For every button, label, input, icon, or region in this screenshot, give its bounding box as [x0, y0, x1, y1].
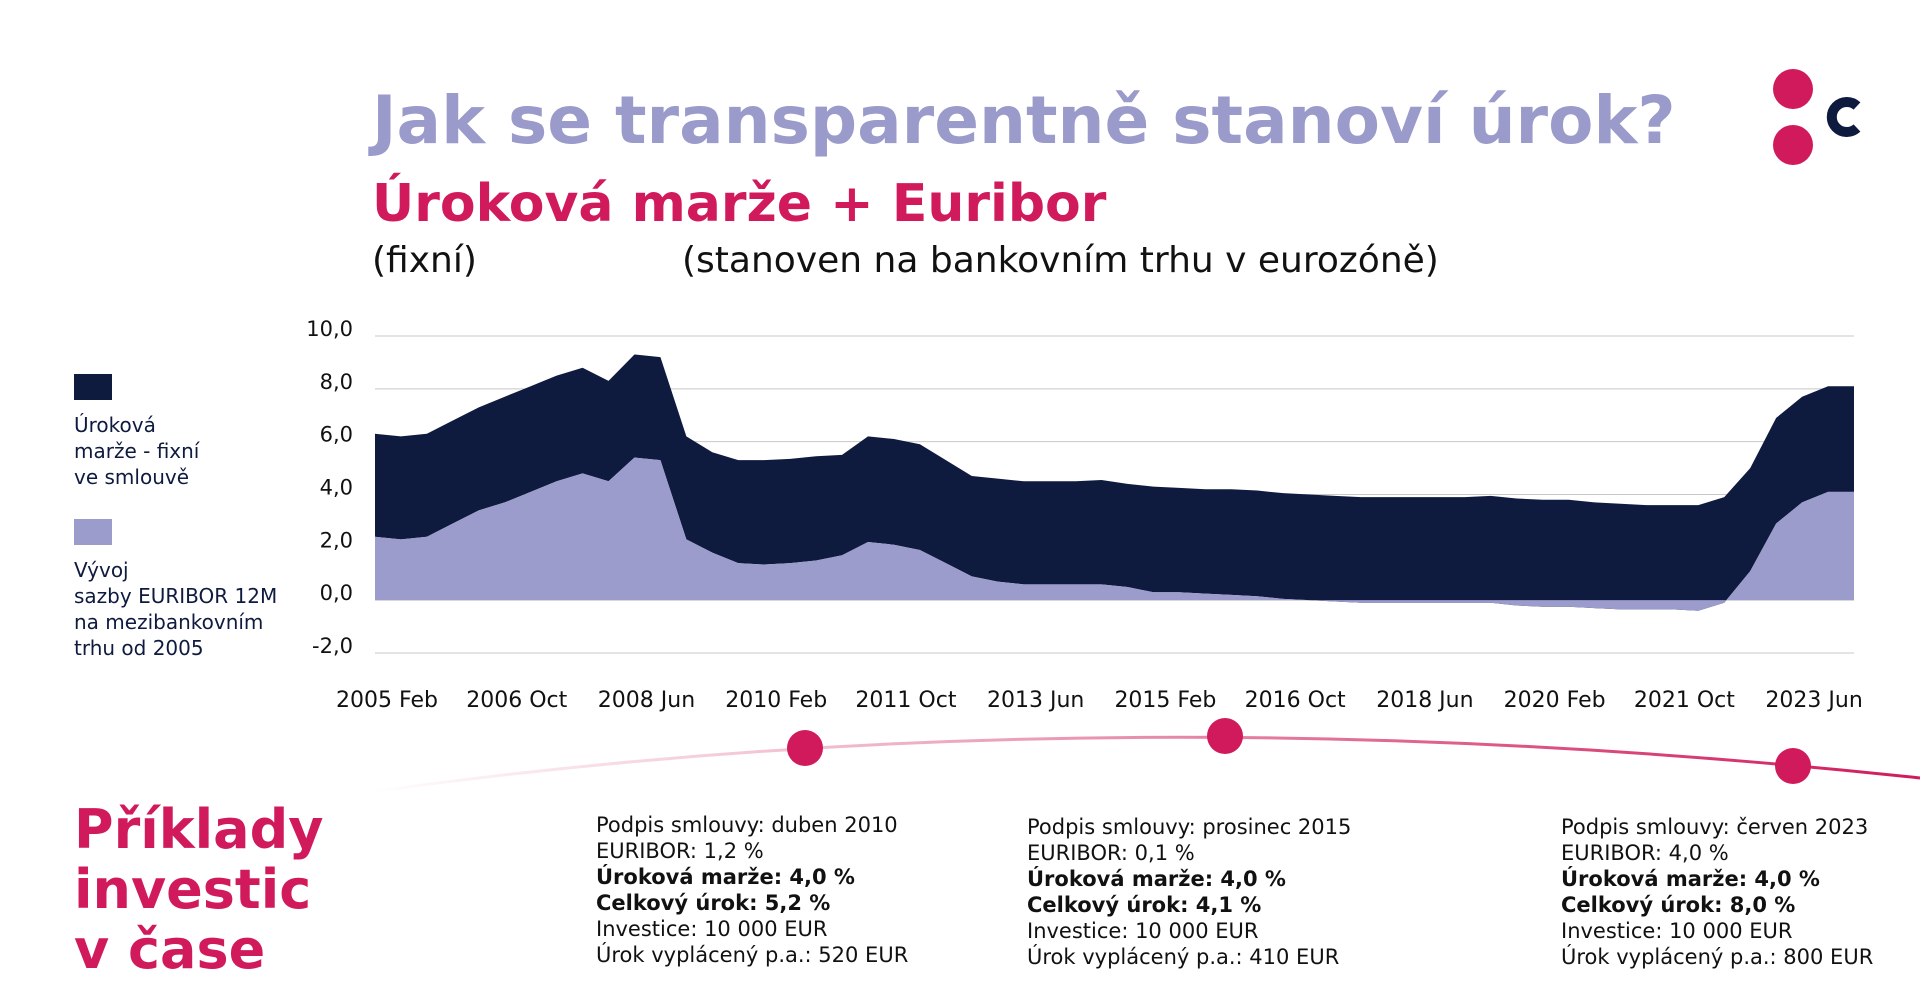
example-line: Podpis smlouvy: červen 2023: [1561, 815, 1869, 839]
x-tick-label: 2006 Oct: [466, 688, 567, 713]
legend-swatch: [74, 374, 112, 400]
timeline-curve: [369, 735, 1920, 794]
y-tick-label: 4,0: [320, 476, 353, 500]
example-line: Celkový úrok: 4,1 %: [1027, 893, 1262, 917]
area: [375, 457, 1854, 611]
x-tick-label: 2013 Jun: [987, 688, 1084, 713]
example: Podpis smlouvy: duben 2010 EURIBOR: 1,2 %…: [596, 812, 908, 968]
example-line: Úrok vyplácený p.a.: 520 EUR: [596, 943, 909, 967]
y-tick-label: 2,0: [320, 528, 353, 552]
x-tick-label: 2018 Jun: [1376, 688, 1473, 713]
example-line: Podpis smlouvy: prosinec 2015: [1027, 815, 1352, 839]
plot-area: -2,0 0,0 2,0 4,0 6,0 8,0 10,0: [306, 317, 1854, 658]
chart-subtitle: Úroková marže + Euribor: [372, 174, 1107, 234]
annotation: (stanoven na bankovním trhu v eurozóně): [682, 240, 1439, 281]
example-line: EURIBOR: 0,1 %: [1027, 841, 1195, 865]
x-tick-label: 2011 Oct: [855, 688, 956, 713]
example-line: Celkový úrok: 5,2 %: [596, 891, 831, 915]
x-tick-label: 2020 Feb: [1504, 688, 1606, 713]
example-line: Úroková marže: 4,0 %: [1561, 867, 1820, 891]
timeline-dot: [1207, 718, 1243, 754]
legend-swatch: [74, 519, 112, 545]
example-line: EURIBOR: 4,0 %: [1561, 841, 1729, 865]
x-tick-label: 2016 Oct: [1245, 688, 1346, 713]
logo-dot: [1773, 125, 1813, 165]
example-line: Podpis smlouvy: duben 2010: [596, 813, 898, 837]
area: [375, 354, 1854, 611]
annotation: (fixní): [372, 240, 477, 281]
chart-title: Jak se transparentně stanoví úrok?: [372, 82, 1676, 159]
x-tick-label: 2023 Jun: [1765, 688, 1862, 713]
examples-title: Příklady investic v čase: [74, 798, 324, 981]
timeline-dot: [787, 730, 823, 766]
x-tick-label: 2005 Feb: [336, 688, 438, 713]
y-tick-label: 6,0: [320, 423, 353, 447]
x-tick-label: 2010 Feb: [725, 688, 827, 713]
y-tick-label: -2,0: [312, 634, 353, 658]
x-tick-label: 2015 Feb: [1114, 688, 1216, 713]
logo-letter: [1826, 97, 1861, 137]
y-tick-label: 8,0: [320, 370, 353, 394]
example-line: EURIBOR: 1,2 %: [596, 839, 764, 863]
example-line: Investice: 10 000 EUR: [1561, 919, 1793, 943]
x-tick-label: 2021 Oct: [1634, 688, 1735, 713]
example: Podpis smlouvy: prosinec 2015 EURIBOR: 0,…: [1027, 814, 1351, 970]
legend-label: Vývoj sazby EURIBOR 12M na mezibankovním…: [74, 558, 278, 660]
example-line: Celkový úrok: 8,0 %: [1561, 893, 1796, 917]
example-line: Úroková marže: 4,0 %: [1027, 867, 1286, 891]
example: Podpis smlouvy: červen 2023 EURIBOR: 4,0 …: [1561, 814, 1873, 970]
y-tick-label: 10,0: [306, 317, 353, 341]
y-tick-label: 0,0: [320, 581, 353, 605]
example-line: Úroková marže: 4,0 %: [596, 865, 855, 889]
x-tick-label: 2008 Jun: [598, 688, 695, 713]
example-line: Úrok vyplácený p.a.: 800 EUR: [1561, 945, 1874, 969]
timeline-dot: [1775, 748, 1811, 784]
example-line: Investice: 10 000 EUR: [596, 917, 828, 941]
logo-dot: [1773, 69, 1813, 109]
example-line: Investice: 10 000 EUR: [1027, 919, 1259, 943]
legend-label: Úroková marže - fixní ve smlouvě: [74, 413, 200, 489]
example-line: Úrok vyplácený p.a.: 410 EUR: [1027, 945, 1340, 969]
